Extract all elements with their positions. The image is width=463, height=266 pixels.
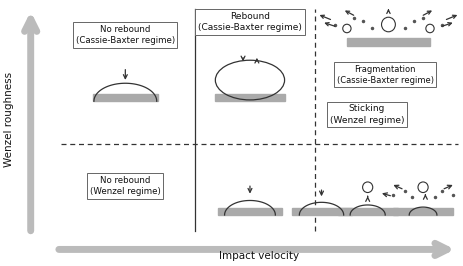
Bar xyxy=(93,94,157,101)
Bar xyxy=(393,208,453,215)
Text: Sticking
(Wenzel regime): Sticking (Wenzel regime) xyxy=(330,105,404,124)
Bar xyxy=(338,208,398,215)
Text: Impact velocity: Impact velocity xyxy=(219,251,299,261)
Bar xyxy=(292,208,351,215)
Text: No rebound
(Cassie-Baxter regime): No rebound (Cassie-Baxter regime) xyxy=(76,25,175,45)
Bar xyxy=(347,38,430,46)
Bar xyxy=(215,94,285,101)
Text: No rebound
(Wenzel regime): No rebound (Wenzel regime) xyxy=(90,176,161,196)
Text: Fragmentation
(Cassie-Baxter regime): Fragmentation (Cassie-Baxter regime) xyxy=(337,65,434,85)
Text: Wenzel roughness: Wenzel roughness xyxy=(4,72,14,167)
Bar xyxy=(218,208,282,215)
Text: Rebound
(Cassie-Baxter regime): Rebound (Cassie-Baxter regime) xyxy=(198,12,302,32)
